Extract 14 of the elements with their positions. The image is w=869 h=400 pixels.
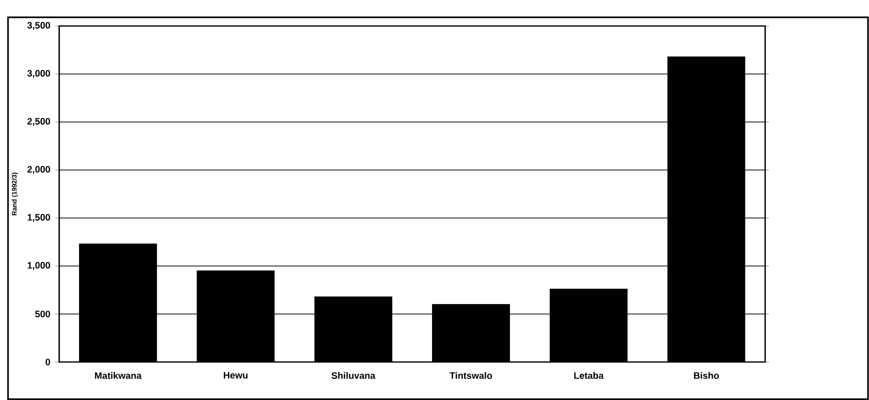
y-tick-label: 2,500 bbox=[27, 118, 50, 126]
y-tick-label: 2,000 bbox=[27, 166, 50, 174]
y-tick-label: 1,000 bbox=[28, 262, 50, 270]
x-tick-label: Hewu bbox=[224, 372, 248, 379]
x-tick-label: Bisho bbox=[694, 372, 719, 379]
y-tick-label: 1,500 bbox=[28, 214, 50, 222]
x-tick-label: Tintswalo bbox=[450, 372, 492, 379]
y-tick-label: 3,500 bbox=[27, 22, 50, 30]
x-tick-label: Letaba bbox=[574, 372, 604, 379]
y-tick-label: 0 bbox=[46, 358, 50, 366]
y-tick-label: 3,000 bbox=[27, 70, 50, 78]
x-tick-label: Matikwana bbox=[95, 372, 142, 379]
y-tick-label: 500 bbox=[35, 310, 50, 318]
x-tick-label: Shiluvana bbox=[332, 372, 376, 379]
